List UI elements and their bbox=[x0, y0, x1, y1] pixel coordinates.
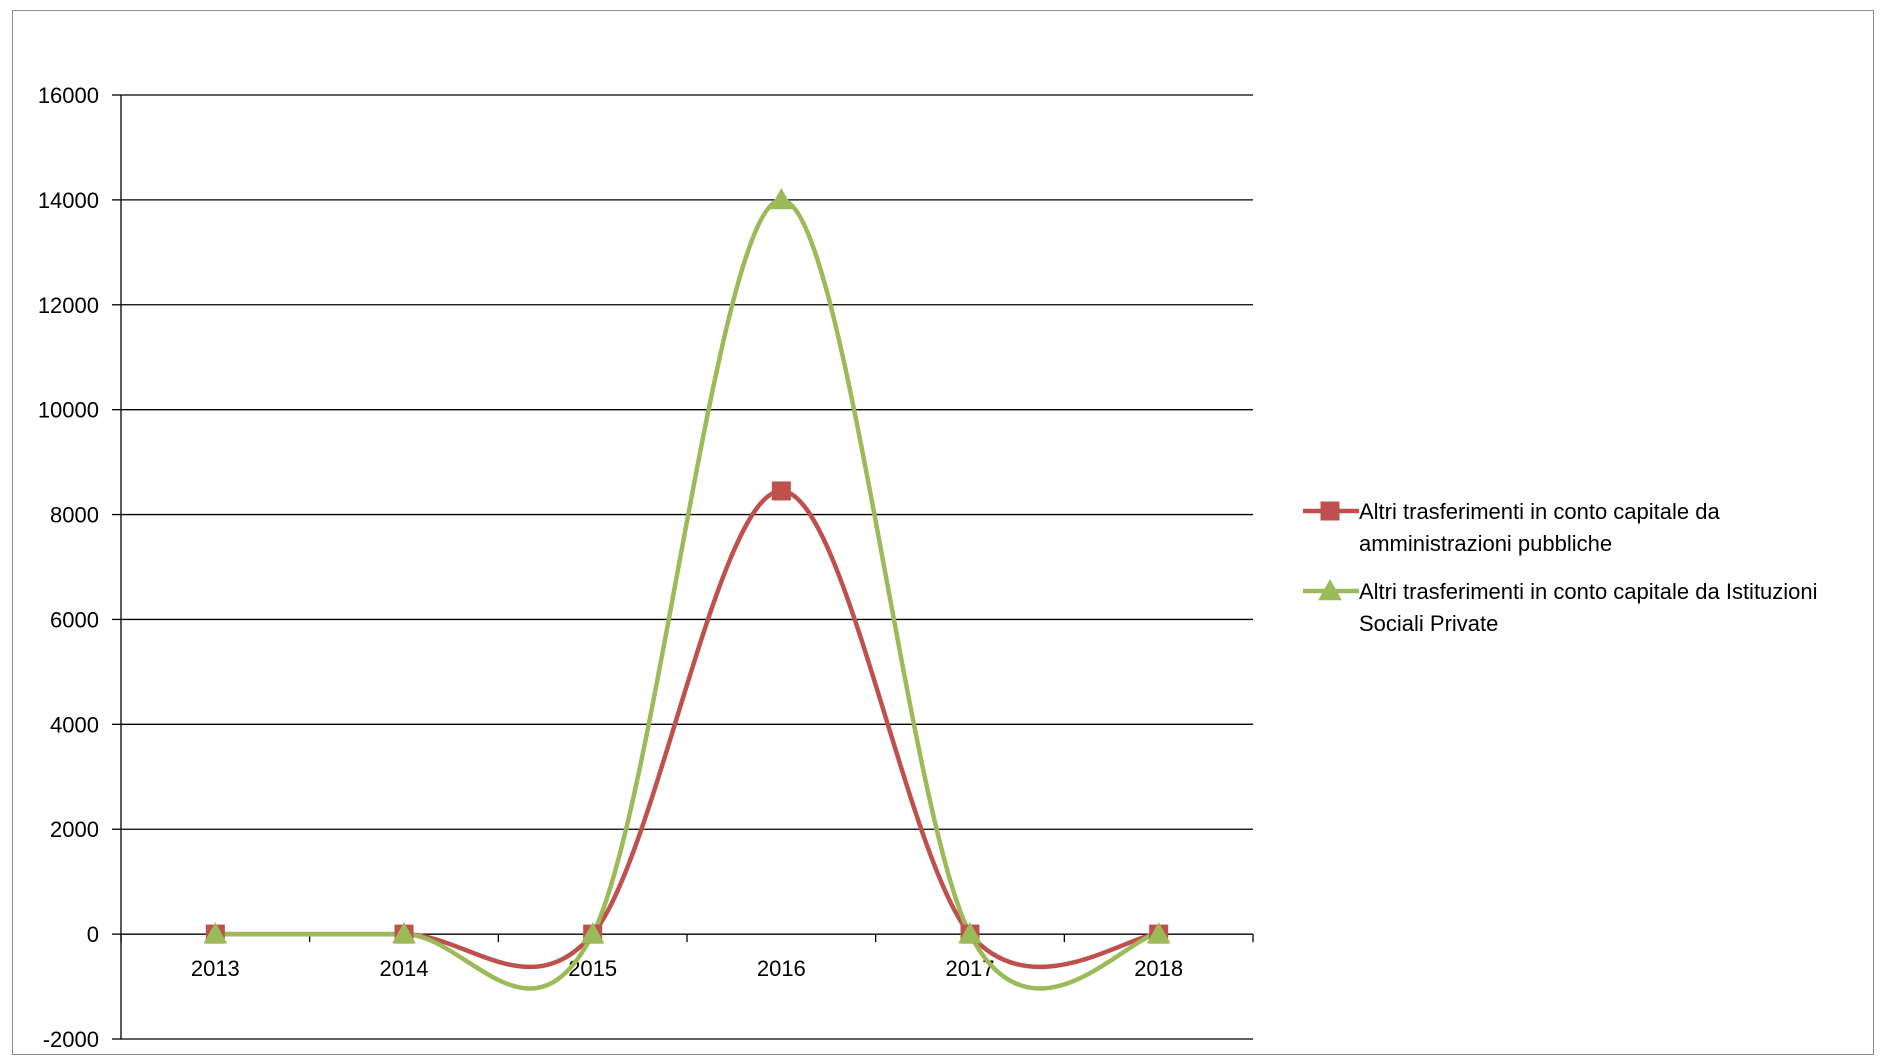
data-point-series-2 bbox=[580, 922, 605, 944]
x-tick-label: 2013 bbox=[191, 956, 240, 981]
x-tick-label: 2014 bbox=[380, 956, 429, 981]
legend: Altri trasferimenti in conto capitale da… bbox=[1303, 499, 1818, 636]
data-point-series-2 bbox=[1146, 922, 1171, 944]
y-tick-label: 2000 bbox=[50, 817, 99, 842]
y-tick-label: 12000 bbox=[38, 293, 99, 318]
legend-label-2: Altri trasferimenti in conto capitale da… bbox=[1359, 579, 1818, 604]
legend-label-1: Altri trasferimenti in conto capitale da bbox=[1359, 499, 1720, 524]
series-markers bbox=[203, 187, 1171, 944]
series-line-2 bbox=[213, 197, 1161, 991]
y-tick-label: 0 bbox=[87, 922, 99, 947]
y-tick-label: 14000 bbox=[38, 188, 99, 213]
series-line-1 bbox=[213, 488, 1161, 970]
y-tick-label: 16000 bbox=[38, 83, 99, 108]
series-lines bbox=[213, 197, 1161, 991]
legend-marker-1 bbox=[1320, 501, 1340, 521]
legend-marker-2 bbox=[1318, 578, 1342, 601]
y-tick-label: 8000 bbox=[50, 503, 99, 528]
chart-area: -2000 0 2000 4000 6000 8000 10000 12000 14000 160… bbox=[12, 10, 1874, 1055]
y-tick-label: -2000 bbox=[43, 1027, 99, 1052]
line-chart: -2000 0 2000 4000 6000 8000 10000 12000 14000 160… bbox=[38, 83, 1818, 1052]
x-tick-label: 2016 bbox=[757, 956, 806, 981]
gridlines bbox=[121, 94, 1253, 1040]
x-tick-label: 2018 bbox=[1134, 956, 1183, 981]
y-tick-label: 10000 bbox=[38, 398, 99, 423]
legend-label-1: amministrazioni pubbliche bbox=[1359, 531, 1612, 556]
y-tick-label: 4000 bbox=[50, 712, 99, 737]
axes: -2000 0 2000 4000 6000 8000 10000 12000 14000 160… bbox=[38, 83, 1254, 1052]
data-point-series-2 bbox=[392, 922, 416, 944]
legend-label-2: Sociali Private bbox=[1359, 611, 1498, 636]
data-point-series-2 bbox=[958, 922, 982, 944]
data-point-series-2 bbox=[203, 922, 228, 944]
data-point-series-2 bbox=[769, 187, 794, 210]
data-point-series-1 bbox=[771, 481, 791, 501]
y-tick-label: 6000 bbox=[50, 607, 99, 632]
